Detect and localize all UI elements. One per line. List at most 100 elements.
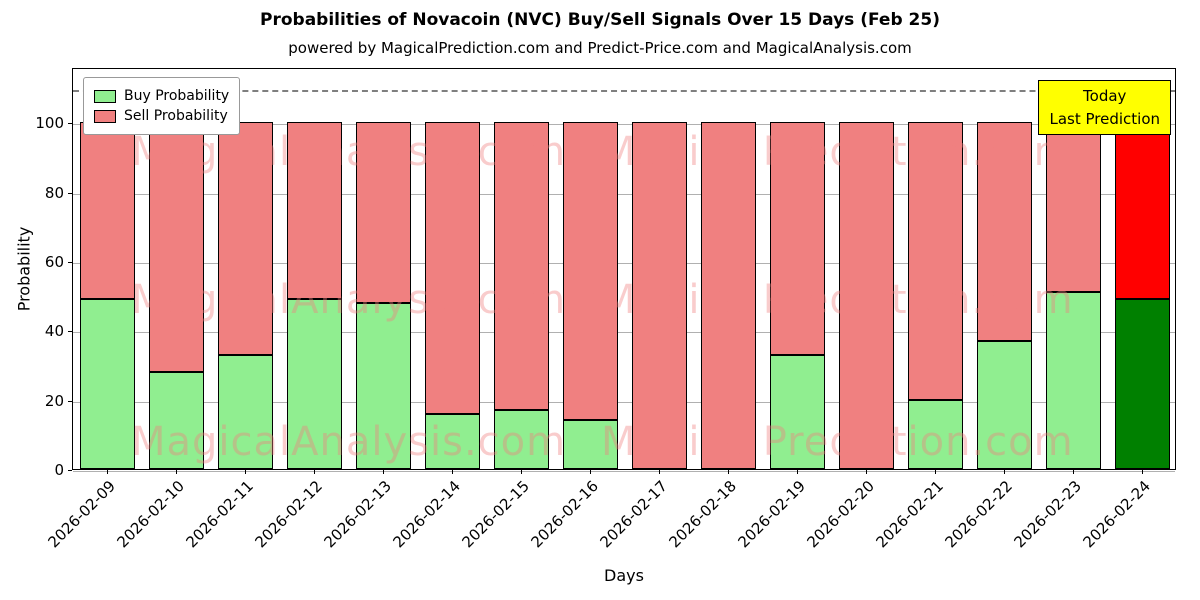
y-gridline [73, 401, 1175, 403]
y-gridline [73, 471, 1175, 472]
watermark-text: Magica Prediction.com [601, 129, 1074, 175]
bar-buy-segment [218, 354, 273, 469]
bar-buy-segment [908, 399, 963, 469]
y-tick-mark [68, 123, 72, 125]
x-tick-label-text: 2026-02-23 [1010, 477, 1086, 552]
bar-buy-segment [1115, 299, 1170, 469]
bar-sell-segment [149, 122, 204, 372]
legend-label: Sell Probability [124, 108, 228, 124]
x-tick-mark [1072, 470, 1074, 474]
y-tick-mark [68, 192, 72, 194]
bar-buy-segment [1046, 292, 1101, 469]
bar-buy-segment [494, 410, 549, 469]
y-gridline [73, 263, 1175, 265]
x-tick-mark [106, 470, 108, 474]
y-tick-label: 0 [54, 461, 64, 479]
watermark-text: Magica Prediction.com [601, 277, 1074, 323]
x-tick-mark [658, 470, 660, 474]
y-tick-label: 60 [44, 253, 64, 272]
y-tick-label: 80 [44, 183, 64, 202]
bar-sell-segment [80, 122, 135, 300]
x-tick-label-text: 2026-02-15 [458, 477, 534, 552]
x-tick-mark [934, 470, 936, 474]
bar-sell-segment [839, 122, 894, 469]
chart-subtitle: powered by MagicalPrediction.com and Pre… [288, 39, 912, 57]
bar-sell-segment [494, 122, 549, 411]
y-tick-mark [68, 470, 72, 471]
legend-swatch [94, 109, 116, 123]
bar-buy-segment [425, 413, 480, 469]
today-annotation-line1: Today [1083, 87, 1127, 105]
y-tick-mark [68, 400, 72, 402]
x-tick-mark [1003, 470, 1005, 474]
bar-buy-segment [287, 299, 342, 469]
watermark-text: MagicalAnalysis.com [131, 129, 567, 175]
today-annotation: Today Last Prediction [1038, 80, 1171, 135]
x-tick-label-text: 2026-02-19 [734, 477, 810, 552]
x-tick-label-text: 2026-02-20 [803, 477, 879, 552]
bar-sell-segment [908, 122, 963, 400]
y-tick-label: 40 [44, 322, 64, 341]
x-tick-mark [313, 470, 315, 474]
legend-item: Sell Probability [94, 108, 229, 124]
x-tick-label-text: 2026-02-17 [596, 477, 672, 552]
x-tick-label-text: 2026-02-16 [527, 477, 603, 552]
x-tick-mark [589, 470, 591, 474]
x-tick-label-text: 2026-02-10 [113, 477, 189, 552]
bar-sell-segment [1046, 122, 1101, 293]
legend: Buy Probability Sell Probability [83, 77, 241, 135]
x-tick-label-text: 2026-02-21 [872, 477, 948, 552]
bar-sell-segment [563, 122, 618, 421]
bar-sell-segment [632, 122, 687, 469]
chart-title: Probabilities of Novacoin (NVC) Buy/Sell… [260, 10, 940, 30]
y-tick-mark [68, 331, 72, 333]
bar-sell-segment [287, 122, 342, 300]
bar-buy-segment [356, 302, 411, 469]
y-tick-label: 20 [44, 391, 64, 410]
y-tick-mark [68, 262, 72, 264]
x-tick-mark [244, 470, 246, 474]
bar-sell-segment [770, 122, 825, 355]
legend-swatch [94, 89, 116, 103]
bar-sell-segment [1115, 122, 1170, 300]
x-tick-mark [520, 470, 522, 474]
today-annotation-line2: Last Prediction [1049, 109, 1160, 128]
bar-sell-segment [977, 122, 1032, 341]
x-tick-label-text: 2026-02-09 [44, 477, 120, 552]
x-axis-label: Days [604, 566, 644, 585]
x-tick-mark [796, 470, 798, 474]
bar-buy-segment [80, 299, 135, 469]
bar-sell-segment [701, 122, 756, 469]
x-tick-mark [175, 470, 177, 474]
threshold-dashed-line [73, 89, 1175, 92]
bar-buy-segment [149, 371, 204, 469]
x-tick-mark [727, 470, 729, 474]
bar-sell-segment [425, 122, 480, 414]
x-tick-label-text: 2026-02-12 [251, 477, 327, 552]
x-tick-label-text: 2026-02-11 [182, 477, 258, 552]
bar-sell-segment [218, 122, 273, 355]
x-tick-label-text: 2026-02-18 [665, 477, 741, 552]
watermark-text: MagicalAnalysis.com [131, 419, 567, 465]
watermark-text: MagicalAnalysis.com [131, 277, 567, 323]
x-tick-mark [1141, 470, 1143, 474]
bar-buy-segment [563, 420, 618, 469]
x-tick-label-text: 2026-02-24 [1079, 477, 1155, 552]
x-tick-mark [382, 470, 384, 474]
x-tick-label-text: 2026-02-14 [389, 477, 465, 552]
x-tick-label-text: 2026-02-13 [320, 477, 396, 552]
legend-item: Buy Probability [94, 88, 229, 104]
x-tick-mark [865, 470, 867, 474]
x-tick-mark [451, 470, 453, 474]
y-gridline [73, 193, 1175, 195]
bar-sell-segment [356, 122, 411, 303]
bar-buy-segment [977, 340, 1032, 469]
watermark-text: Magica Prediction.com [601, 419, 1074, 465]
y-tick-label: 100 [35, 114, 64, 133]
plot-area: Buy Probability Sell Probability Today La… [72, 68, 1176, 472]
bar-buy-segment [770, 354, 825, 469]
y-gridline [73, 124, 1175, 126]
legend-label: Buy Probability [124, 88, 230, 104]
x-tick-label-text: 2026-02-22 [941, 477, 1017, 552]
